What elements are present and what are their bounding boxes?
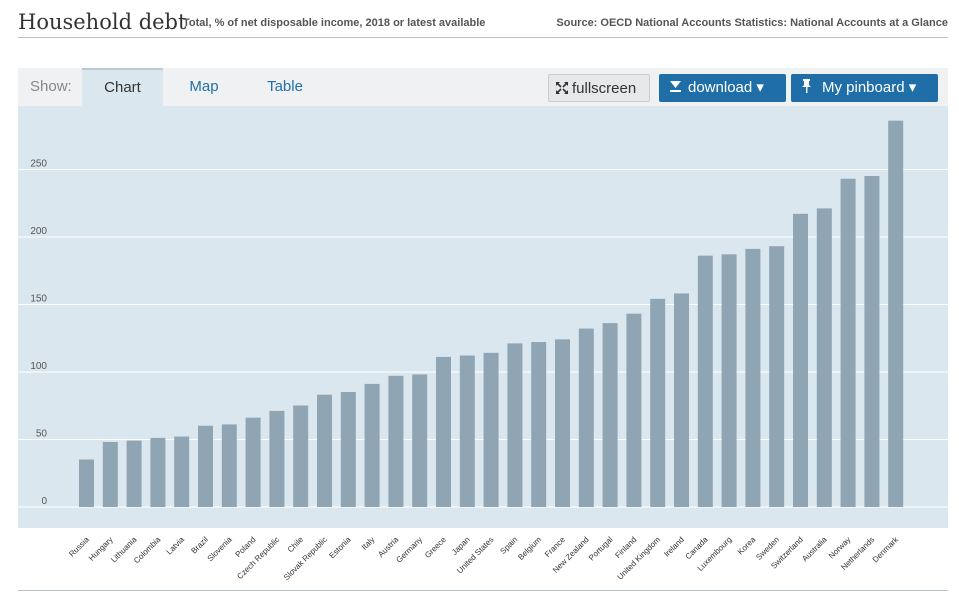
page-title: Household debt xyxy=(18,10,187,34)
bar-austria[interactable] xyxy=(388,375,404,507)
x-category-label: Estonia xyxy=(327,535,353,561)
x-category-label: Italy xyxy=(360,535,377,552)
download-button[interactable]: download ▾ xyxy=(659,74,786,102)
bar-chile[interactable] xyxy=(293,405,309,508)
bar-italy[interactable] xyxy=(364,383,380,507)
tab-chart[interactable]: Chart xyxy=(82,68,163,106)
bar-lithuania[interactable] xyxy=(126,440,142,507)
page-subtitle: Total, % of net disposable income, 2018 … xyxy=(183,17,486,29)
y-tick-label: 50 xyxy=(36,429,48,440)
x-category-label: Colombia xyxy=(132,535,163,566)
x-category-label: Japan xyxy=(450,535,472,557)
x-category-label: Brazil xyxy=(189,535,210,556)
bar-united-kingdom[interactable] xyxy=(650,298,666,507)
bar-greece[interactable] xyxy=(436,356,451,507)
y-tick-label: 200 xyxy=(30,226,47,237)
x-category-label: United Kingdom xyxy=(616,535,663,582)
bar-germany[interactable] xyxy=(412,374,428,507)
bar-new-zealand[interactable] xyxy=(578,328,594,507)
tab-map[interactable]: Map xyxy=(189,78,219,95)
bar-russia[interactable] xyxy=(79,459,94,508)
x-category-label: Korea xyxy=(736,535,758,557)
chart-header: Household debt Total, % of net disposabl… xyxy=(18,6,948,38)
show-label: Show: xyxy=(30,78,72,95)
bottom-divider xyxy=(18,590,948,591)
bar-ireland[interactable] xyxy=(674,293,689,507)
pinboard-button[interactable]: My pinboard ▾ xyxy=(791,74,938,102)
bar-united-states[interactable] xyxy=(483,352,499,507)
bar-czech-republic[interactable] xyxy=(269,410,285,507)
bar-finland[interactable] xyxy=(626,313,642,507)
bar-colombia[interactable] xyxy=(150,437,166,507)
x-category-label: Greece xyxy=(423,535,448,560)
bar-luxembourg[interactable] xyxy=(721,254,737,507)
bar-australia[interactable] xyxy=(816,208,832,507)
y-tick-label: 150 xyxy=(30,294,47,305)
x-category-label: Czech Republic xyxy=(235,535,281,581)
bar-spain[interactable] xyxy=(507,343,523,507)
chart-toolbar: Show: Chart Map Table fullscreen downloa… xyxy=(18,68,948,106)
bar-hungary[interactable] xyxy=(102,441,118,507)
fullscreen-label: fullscreen xyxy=(572,80,637,97)
bar-korea[interactable] xyxy=(745,248,761,507)
bar-denmark[interactable] xyxy=(888,120,904,508)
tab-table[interactable]: Table xyxy=(267,78,303,95)
bar-norway[interactable] xyxy=(840,178,856,507)
bar-portugal[interactable] xyxy=(602,323,618,507)
bar-canada[interactable] xyxy=(697,255,713,507)
bar-poland[interactable] xyxy=(245,417,261,507)
x-category-label: Spain xyxy=(498,535,519,556)
y-tick-label: 250 xyxy=(30,159,47,170)
bar-belgium[interactable] xyxy=(531,342,547,507)
x-category-label: Latvia xyxy=(165,535,187,557)
download-label: download ▾ xyxy=(688,79,764,96)
bar-netherlands[interactable] xyxy=(864,176,880,507)
bar-estonia[interactable] xyxy=(340,392,356,507)
x-category-label: Chile xyxy=(286,535,306,555)
pinboard-label: My pinboard ▾ xyxy=(822,79,917,96)
bar-brazil[interactable] xyxy=(198,425,213,507)
fullscreen-button[interactable]: fullscreen xyxy=(548,74,650,102)
source-note: Source: OECD National Accounts Statistic… xyxy=(556,17,948,29)
x-category-label: Germany xyxy=(394,535,424,565)
bar-latvia[interactable] xyxy=(174,436,190,507)
bar-switzerland[interactable] xyxy=(793,213,808,508)
bar-slovak-republic[interactable] xyxy=(317,394,332,507)
x-category-label: Australia xyxy=(800,535,829,564)
x-category-label: Ireland xyxy=(662,535,686,559)
x-category-label: Denmark xyxy=(871,534,901,564)
y-tick-label: 0 xyxy=(41,496,47,507)
x-category-label: Belgium xyxy=(516,535,543,562)
y-tick-label: 100 xyxy=(30,361,47,372)
x-category-label: Slovenia xyxy=(206,535,234,563)
download-icon xyxy=(669,75,682,103)
pin-icon xyxy=(801,75,812,103)
x-category-label: Slovak Republic xyxy=(282,535,329,582)
bar-france[interactable] xyxy=(555,339,570,507)
bar-japan[interactable] xyxy=(459,355,475,507)
x-category-label: Portugal xyxy=(587,535,615,563)
expand-arrows-icon xyxy=(555,77,569,105)
bar-slovenia[interactable] xyxy=(221,424,237,507)
bar-sweden[interactable] xyxy=(769,246,785,507)
